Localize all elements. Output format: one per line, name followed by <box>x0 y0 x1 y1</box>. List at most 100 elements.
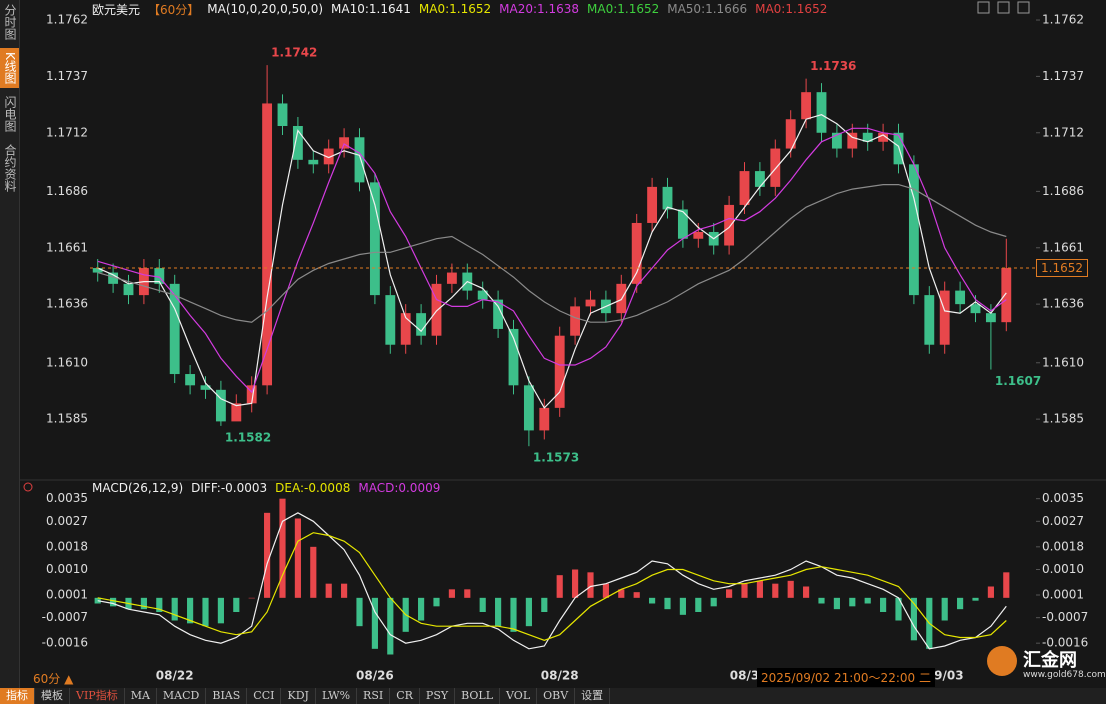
toolbar-tab[interactable]: VIP指标 <box>70 688 125 704</box>
y-tick-label: 1.1610 <box>46 355 88 369</box>
macd-bar <box>325 583 332 598</box>
legend-entry: MA0:1.1652 <box>418 2 492 16</box>
candle-body <box>816 92 827 133</box>
candle-body <box>215 389 226 422</box>
side-tab[interactable]: K线图 <box>0 48 19 88</box>
candle-body <box>246 385 257 404</box>
candle-body <box>924 295 935 345</box>
candle-body <box>647 186 658 223</box>
candle-body <box>123 283 134 296</box>
x-tick-label: 09/03 <box>926 669 964 683</box>
toolbar-tab[interactable]: RSI <box>357 688 391 704</box>
toolbar-tab[interactable]: KDJ <box>281 688 316 704</box>
candle-body <box>677 209 688 239</box>
macd-bar <box>587 572 594 598</box>
icon[interactable] <box>977 1 990 14</box>
icon[interactable] <box>1017 1 1030 14</box>
toolbar-tab[interactable]: MACD <box>157 688 207 704</box>
toolbar-tab[interactable]: OBV <box>537 688 576 704</box>
side-tab[interactable]: 闪电图 <box>3 95 17 132</box>
candle-body <box>831 132 842 149</box>
macd-header: MACD(26,12,9) DIFF:-0.0003 DEA:-0.0008 MACD… <box>92 480 440 496</box>
macd-bar <box>479 597 486 612</box>
extreme-label: 1.1736 <box>810 59 856 73</box>
x-tick-label: 08/26 <box>356 669 394 683</box>
macd-bar <box>541 597 548 612</box>
macd-bar <box>110 597 117 607</box>
y-tick-label: 0.0027 <box>46 514 88 528</box>
toolbar-tab[interactable]: CR <box>390 688 420 704</box>
candle-body <box>785 119 796 149</box>
toolbar-tab[interactable]: 设置 <box>575 688 611 704</box>
macd-bar <box>202 597 209 627</box>
macd-bar <box>464 589 471 598</box>
candle-body <box>354 137 365 183</box>
candle-body <box>185 374 196 386</box>
toolbar: 指标 模板 VIP指标 MA MACD BIAS CCI KDJ LW% RSI CR PSY BOLL… <box>0 688 1106 704</box>
candle-body <box>92 268 103 273</box>
candle-body <box>693 231 704 239</box>
candle-body <box>493 299 504 329</box>
candle-body <box>539 407 550 431</box>
candle-body <box>262 103 273 386</box>
toolbar-tab[interactable]: VOL <box>500 688 538 704</box>
macd-bar <box>510 597 517 632</box>
ma-line <box>97 114 1007 409</box>
toolbar-tab[interactable]: MA <box>125 688 157 704</box>
candle-body <box>385 295 396 345</box>
side-tab[interactable]: 分时图 <box>3 4 17 40</box>
macd-bar <box>248 597 255 599</box>
candle-body <box>108 272 119 284</box>
macd-line <box>97 532 1007 641</box>
ma-line <box>97 127 1007 394</box>
y-tick-label: 0.0010 <box>46 562 88 576</box>
candle-body <box>970 304 981 314</box>
icon[interactable] <box>997 1 1010 14</box>
y-tick-label: 1.1762 <box>46 13 88 27</box>
period-selector[interactable]: 60分 ▲ <box>33 672 74 686</box>
toolbar-tab[interactable]: LW% <box>316 688 358 704</box>
candle-body <box>431 283 442 336</box>
toolbar-tab[interactable]: BIAS <box>206 688 248 704</box>
candle-body <box>554 335 565 408</box>
watermark-logo <box>987 646 1017 676</box>
candle-body <box>400 313 411 345</box>
toolbar-tab[interactable]: PSY <box>420 688 456 704</box>
y-tick-label: 1.1661 <box>46 240 88 254</box>
candle-body <box>878 132 889 142</box>
candle-body <box>523 385 534 431</box>
toolbar-tab[interactable]: BOLL <box>455 688 501 704</box>
macd-bar <box>649 597 656 604</box>
toolbar-tab[interactable]: CCI <box>247 688 282 704</box>
candle-body <box>770 148 781 187</box>
macd-bar <box>356 597 363 627</box>
legend-entry: MA50:1.1666 <box>667 2 748 16</box>
macd-bar <box>217 597 224 624</box>
macd-bar <box>695 597 702 612</box>
macd-bar <box>710 597 717 607</box>
macd-bar <box>1003 572 1010 598</box>
macd-bar <box>756 580 763 598</box>
legend-entry: MACD:0.0009 <box>358 481 441 495</box>
y-tick-label: 0.0035 <box>46 491 88 505</box>
candle-body <box>1001 268 1012 323</box>
legend-entry: DEA:-0.0008 <box>275 481 351 495</box>
candle-body <box>939 290 950 345</box>
legend-entry: DIFF:-0.0003 <box>191 481 268 495</box>
toolbar-tab[interactable]: 模板 <box>35 688 70 704</box>
candle-body <box>308 159 319 165</box>
macd-bar <box>602 583 609 598</box>
macd-line <box>97 512 1007 650</box>
macd-icon[interactable] <box>23 482 33 492</box>
y-tick-label: 0.0001 <box>46 588 88 602</box>
toolbar-tab[interactable]: 指标 <box>0 688 35 704</box>
extreme-label: 1.1582 <box>225 430 271 444</box>
y-tick-label: 1.1610 <box>1042 355 1084 369</box>
macd-bar <box>433 597 440 607</box>
macd-bar <box>525 597 532 627</box>
ma-params: MA(10,0,20,0,50,0) <box>207 2 324 16</box>
macd-bar <box>618 589 625 598</box>
macd-bar <box>895 597 902 621</box>
side-tab[interactable]: 合约资料 <box>3 143 17 192</box>
